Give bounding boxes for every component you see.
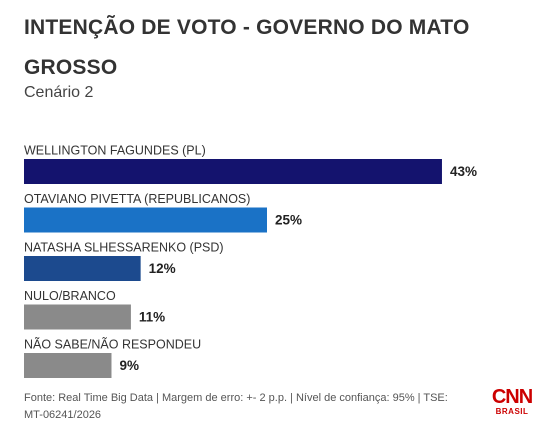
value-label: 9% (119, 358, 139, 373)
category-label: WELLINGTON FAGUNDES (PL) (24, 143, 206, 157)
value-label: 43% (450, 164, 477, 179)
source-note: Fonte: Real Time Big Data | Margem de er… (24, 392, 448, 421)
logo: CNN BRASIL (488, 387, 536, 417)
value-label: 12% (149, 261, 176, 276)
bar (24, 256, 141, 281)
chart-title: INTENÇÃO DE VOTO - GOVERNO DO MATO GROSS… (24, 16, 470, 79)
bar (24, 304, 131, 330)
bar (24, 159, 442, 184)
logo-text: CNN (491, 386, 533, 408)
bar (24, 207, 267, 233)
category-label: NULO/BRANCO (24, 289, 116, 303)
category-label: NATASHA SLHESSARENKO (PSD) (24, 240, 224, 254)
category-label: OTAVIANO PIVETTA (REPUBLICANOS) (24, 192, 250, 206)
value-label: 25% (275, 213, 302, 228)
category-label: NÃO SABE/NÃO RESPONDEU (24, 337, 201, 351)
bar (24, 353, 112, 378)
logo-subtext: BRASIL (495, 407, 529, 416)
chart-subtitle: Cenário 2 (24, 84, 94, 101)
value-label: 11% (139, 310, 165, 325)
